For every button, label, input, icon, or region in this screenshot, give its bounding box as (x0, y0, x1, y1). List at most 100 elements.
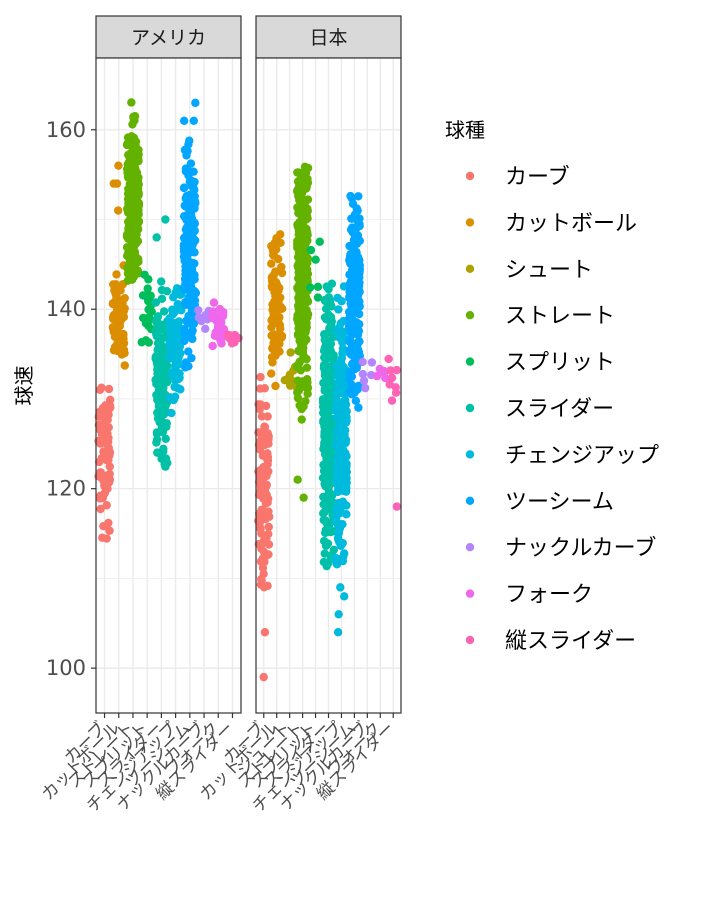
data-point (334, 610, 343, 619)
data-point (340, 398, 350, 407)
data-point (255, 518, 264, 527)
data-point (268, 246, 278, 256)
data-point (182, 194, 191, 203)
data-point (334, 470, 343, 480)
data-point (296, 342, 306, 352)
data-point (152, 379, 161, 389)
data-point (302, 335, 311, 344)
data-point (303, 389, 312, 398)
data-point (129, 162, 138, 172)
data-point (392, 365, 401, 375)
data-point (295, 358, 304, 367)
data-point (168, 341, 178, 350)
data-point (267, 259, 276, 268)
data-point (372, 371, 382, 381)
legend-key (465, 357, 475, 366)
data-point (325, 352, 335, 361)
y-tick-label: 100 (46, 656, 86, 680)
data-point (127, 98, 136, 107)
data-point (104, 384, 114, 394)
legend-item: チェンジアップ (465, 443, 659, 468)
legend-key (465, 171, 475, 181)
data-point (157, 294, 167, 303)
series-ツーシーム (344, 191, 365, 412)
data-point (104, 518, 113, 528)
data-point (217, 339, 226, 348)
data-point (161, 215, 170, 224)
data-point (163, 377, 172, 387)
data-point (354, 403, 363, 412)
legend-label: ナックルカーブ (505, 536, 656, 561)
data-point (260, 557, 269, 567)
data-point (119, 312, 129, 322)
data-point (339, 484, 349, 493)
data-point (125, 204, 135, 214)
data-point (134, 217, 144, 227)
data-point (152, 429, 162, 439)
panel-border (95, 57, 242, 714)
legend-item: カットボール (465, 211, 637, 236)
facet-strip (95, 15, 242, 59)
data-point (301, 397, 310, 406)
data-point (162, 286, 172, 296)
data-point (340, 407, 349, 417)
data-point (270, 330, 280, 339)
data-point (189, 116, 198, 126)
data-point (259, 536, 269, 545)
data-point (131, 137, 141, 146)
data-point (321, 377, 331, 387)
data-point (354, 309, 364, 319)
y-tick-label: 120 (46, 477, 86, 501)
data-point (326, 317, 335, 327)
data-point (190, 185, 199, 195)
data-point (293, 376, 303, 385)
data-point (340, 592, 349, 601)
data-point (337, 297, 346, 306)
legend-item: ナックルカーブ (465, 536, 656, 561)
data-point (153, 339, 163, 348)
data-point (208, 313, 217, 322)
data-point (125, 179, 135, 189)
legend-label: 縦スライダー (505, 629, 636, 654)
data-point (346, 225, 356, 234)
data-point (181, 358, 190, 367)
data-point (355, 261, 364, 270)
data-point (336, 375, 346, 384)
legend-label: ツーシーム (505, 490, 614, 515)
data-point (153, 448, 162, 457)
data-point (299, 314, 308, 324)
data-point (346, 315, 356, 324)
data-point (104, 437, 113, 446)
data-point (173, 383, 183, 393)
series-ストレート (122, 98, 144, 285)
data-point (354, 192, 363, 201)
data-point (105, 526, 114, 535)
data-point (158, 368, 167, 377)
data-point (189, 167, 198, 176)
data-point (303, 206, 312, 216)
data-point (182, 151, 191, 160)
data-point (347, 380, 356, 389)
data-point (173, 355, 182, 365)
data-point (320, 335, 329, 344)
data-point (361, 383, 370, 393)
data-point (341, 438, 350, 448)
data-point (319, 492, 328, 502)
data-point (143, 284, 152, 293)
data-point (332, 427, 342, 437)
data-point (392, 502, 401, 511)
data-point (186, 258, 195, 267)
data-point (358, 369, 368, 379)
data-point (133, 185, 143, 194)
data-point (187, 353, 196, 363)
data-point (263, 494, 273, 503)
data-point (275, 347, 284, 356)
data-point (96, 504, 105, 514)
data-point (185, 204, 195, 214)
data-point (315, 237, 324, 246)
data-point (269, 270, 278, 280)
data-point (313, 293, 323, 302)
legend-item: カーブ (465, 165, 570, 190)
data-point (188, 234, 198, 244)
series-フォーク (372, 364, 390, 383)
